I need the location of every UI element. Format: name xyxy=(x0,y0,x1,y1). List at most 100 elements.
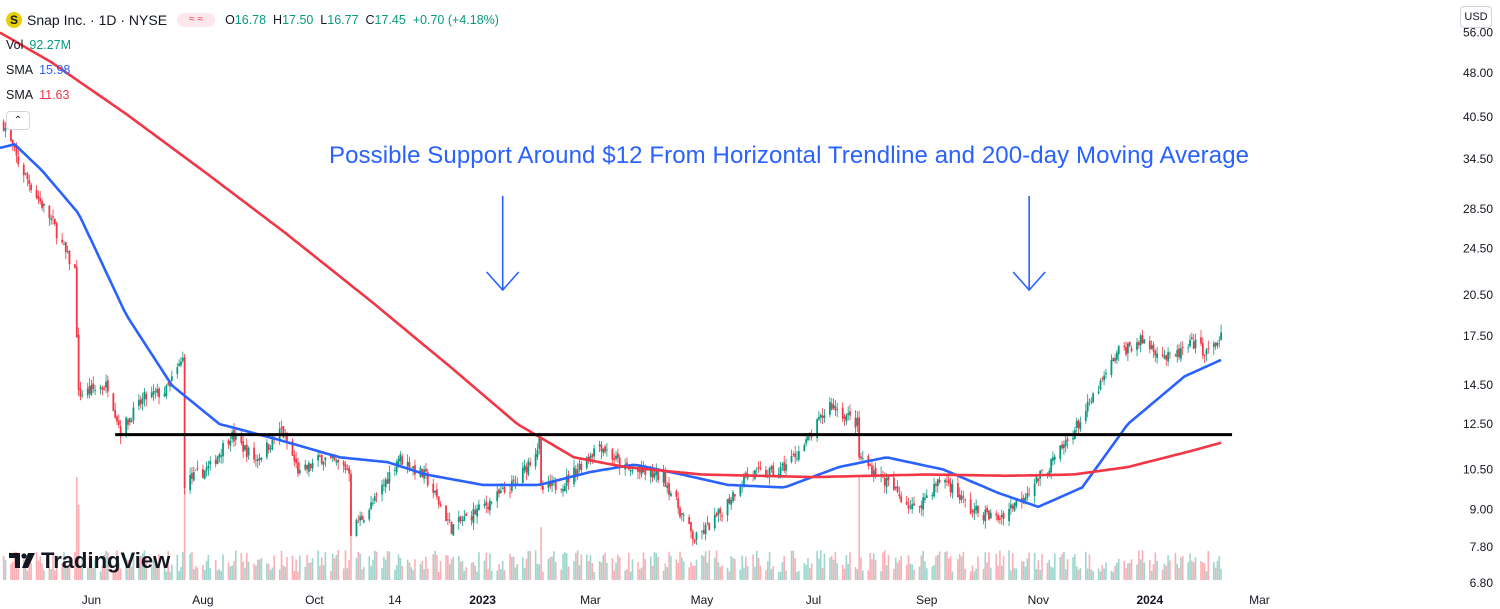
volume-bar xyxy=(1000,565,1003,580)
volume-bar xyxy=(1218,556,1221,580)
volume-bar xyxy=(24,559,27,580)
candle-body xyxy=(984,509,987,522)
volume-bar xyxy=(22,559,25,580)
candle-body xyxy=(386,479,389,484)
volume-bar xyxy=(291,555,294,580)
volume-bar xyxy=(536,563,539,580)
indicator-vol[interactable]: Vol 92.27M xyxy=(6,37,72,52)
candle-body xyxy=(593,448,595,457)
candle-body xyxy=(1200,337,1202,344)
volume-bar xyxy=(242,561,244,580)
candle-body xyxy=(887,476,890,480)
volume-bar xyxy=(701,554,703,580)
volume-bar xyxy=(271,567,274,580)
price-tick-label: 40.50 xyxy=(1463,110,1493,124)
symbol-logo-icon: S xyxy=(6,11,22,28)
volume-bar xyxy=(1143,562,1146,580)
volume-bar xyxy=(1010,570,1012,580)
candle-body xyxy=(971,511,974,513)
candle-body xyxy=(74,264,76,268)
candle-body xyxy=(17,156,20,165)
candle-body xyxy=(693,539,696,543)
volume-bar xyxy=(962,551,965,580)
candle-body xyxy=(335,460,338,463)
time-tick-label: 2024 xyxy=(1136,593,1163,607)
candle-body xyxy=(139,399,142,405)
candle-body xyxy=(768,467,771,478)
candle-body xyxy=(240,436,243,443)
candle-body xyxy=(951,484,954,494)
candle-body xyxy=(715,513,718,517)
candle-body xyxy=(512,479,515,482)
volume-bar xyxy=(150,566,153,580)
candle-body xyxy=(1103,375,1106,381)
volume-bar xyxy=(266,563,268,580)
candle-body xyxy=(708,522,711,531)
volume-bar xyxy=(591,563,594,580)
volume-bar xyxy=(4,560,7,580)
candle-body xyxy=(1137,342,1140,346)
volume-bar xyxy=(244,567,246,580)
candle-body xyxy=(1117,346,1120,355)
volume-bar xyxy=(677,562,679,580)
candle-body xyxy=(53,218,56,224)
collapse-legend-button[interactable]: ⌃ xyxy=(6,111,30,130)
volume-bar xyxy=(832,559,835,580)
volume-bar xyxy=(1189,553,1191,580)
volume-bar xyxy=(1202,562,1204,580)
volume-bar xyxy=(810,563,813,580)
candle-body xyxy=(1176,349,1179,357)
candle-body xyxy=(35,189,38,198)
volume-bar xyxy=(1022,561,1025,580)
candle-body xyxy=(393,469,396,471)
candle-body xyxy=(772,465,775,476)
candle-body xyxy=(1090,401,1093,403)
volume-bar xyxy=(487,569,489,580)
volume-bar xyxy=(43,570,45,580)
tradingview-logo[interactable]: TradingView xyxy=(9,548,170,574)
volume-bar xyxy=(425,556,427,580)
volume-bar xyxy=(860,557,862,580)
volume-bar xyxy=(52,552,54,580)
volume-bar xyxy=(1125,567,1127,580)
indicator-sma-fast[interactable]: SMA 15.98 xyxy=(6,62,71,77)
candle-body xyxy=(308,462,310,472)
candle-body xyxy=(521,467,524,483)
candle-body xyxy=(909,506,912,508)
candle-body xyxy=(1190,337,1193,340)
candle-body xyxy=(580,463,583,471)
volume-bar xyxy=(745,556,747,580)
currency-selector[interactable]: USD xyxy=(1460,6,1492,28)
volume-bar xyxy=(286,556,288,580)
candle-body xyxy=(432,483,435,493)
volume-bar xyxy=(459,561,462,580)
candle-body xyxy=(37,195,40,200)
volume-bar xyxy=(944,552,946,580)
volume-bar xyxy=(1203,563,1206,580)
candle-body xyxy=(79,388,82,398)
symbol-row[interactable]: S Snap Inc. · 1D · NYSE ≈ ≈ O16.78 H17.5… xyxy=(6,7,499,32)
price-tick-label: 48.00 xyxy=(1463,66,1493,80)
candle-body xyxy=(52,216,54,218)
candle-body xyxy=(119,426,122,437)
volume-bar xyxy=(739,569,742,580)
indicator-sma-slow[interactable]: SMA 11.63 xyxy=(6,87,70,102)
candle-body xyxy=(605,449,608,451)
candle-body xyxy=(1212,343,1215,348)
volume-bar xyxy=(823,553,826,580)
volume-bar xyxy=(757,557,760,580)
symbol-title[interactable]: Snap Inc. · 1D · NYSE xyxy=(27,11,168,28)
candle-body xyxy=(618,457,621,468)
candle-body xyxy=(576,469,579,476)
candle-body xyxy=(675,490,678,497)
volume-bar xyxy=(946,551,948,580)
volume-bar xyxy=(399,558,402,580)
volume-bar xyxy=(629,571,632,580)
volume-bar xyxy=(905,564,908,580)
volume-bar xyxy=(483,560,486,580)
volume-bar xyxy=(284,566,286,580)
volume-bar xyxy=(626,569,628,580)
market-status-icon[interactable]: ≈ ≈ xyxy=(177,12,216,27)
candle-body xyxy=(125,417,128,437)
